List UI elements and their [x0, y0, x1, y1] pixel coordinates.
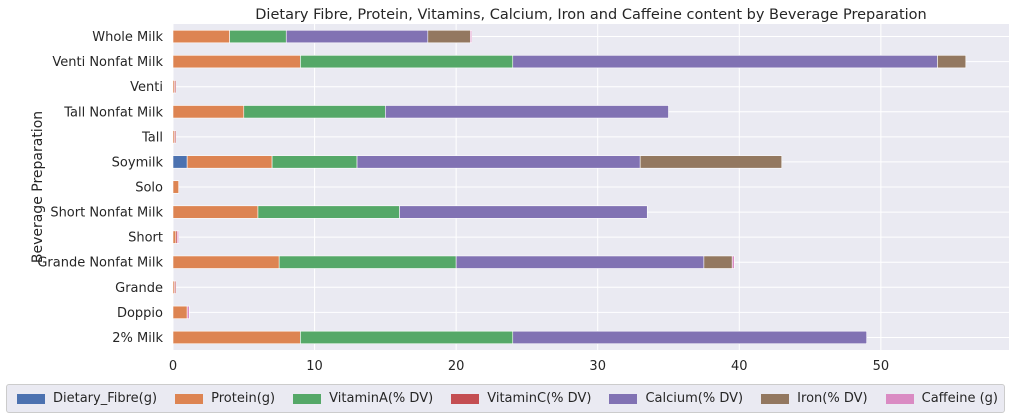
bar-segment [703, 255, 733, 269]
legend-item: Calcium(% DV) [609, 391, 743, 406]
bar-segment [639, 155, 783, 169]
legend-swatch [175, 393, 204, 404]
y-tick-labels: 2% Milk Doppio Grande Grande Nonfat Milk Sho… [37, 30, 163, 346]
y-tick-label: Short Nonfat Milk [50, 206, 163, 221]
bar-segment [229, 29, 287, 44]
legend-item: Protein(g) [175, 391, 275, 406]
legend-swatch [761, 393, 790, 404]
legend-swatch [451, 393, 480, 404]
y-tick-label: Doppio [117, 306, 163, 321]
legend-item: VitaminC(% DV) [451, 391, 591, 406]
x-tick-label: 30 [589, 359, 606, 374]
bar-segment [278, 255, 457, 269]
bar-segment [172, 205, 259, 219]
x-tick-label: 40 [731, 359, 748, 374]
y-tick-label: Soymilk [112, 155, 164, 170]
bar-segment [300, 55, 514, 69]
y-tick-label: Grande [115, 281, 163, 296]
y-tick-label: 2% Milk [112, 331, 163, 346]
bar-segment [172, 330, 301, 345]
x-tick-label: 50 [873, 359, 890, 374]
y-tick-label: Solo [135, 181, 163, 196]
bar-segment [731, 255, 735, 269]
bar-segment [300, 330, 514, 345]
bar-segment [512, 55, 938, 69]
legend-item: Caffeine (g) [885, 391, 998, 406]
bar-segment [172, 180, 179, 194]
bar-segment [469, 29, 473, 44]
legend-item: VitaminA(% DV) [293, 391, 433, 406]
legend-item: Iron(% DV) [761, 391, 868, 406]
bar-segment [172, 55, 301, 69]
x-tick-label: 20 [448, 359, 465, 374]
bar-segment [172, 255, 280, 269]
bar-segment [385, 105, 669, 119]
y-tick-label: Tall Nonfat Milk [63, 105, 163, 120]
x-tick-label: 0 [169, 359, 177, 374]
bar-segment [172, 29, 230, 44]
legend-label: Dietary_Fibre(g) [53, 391, 158, 406]
y-tick-label: Whole Milk [92, 30, 163, 45]
bar-segment [285, 29, 429, 44]
bars [172, 29, 967, 345]
bar-segment [174, 80, 177, 94]
bar-segment [937, 55, 967, 69]
legend-swatch [293, 393, 322, 404]
y-axis-label: Beverage Preparation [30, 111, 46, 263]
bar-segment [172, 155, 188, 169]
y-tick-label: Venti [130, 80, 163, 95]
legend: Dietary_Fibre(g) Protein(g) VitaminA(% DV)… [6, 384, 1005, 413]
legend-swatch [17, 393, 45, 404]
y-tick-label: Short [128, 231, 163, 246]
legend-label: Caffeine (g) [921, 391, 998, 406]
bar-segment [176, 230, 179, 244]
bar-segment [512, 330, 867, 345]
legend-swatch [609, 393, 638, 404]
bar-segment [174, 130, 177, 144]
bar-segment [399, 205, 648, 219]
chart-title: Dietary Fibre, Protein, Vitamins, Calciu… [255, 7, 926, 23]
legend-item: Dietary_Fibre(g) [17, 391, 157, 406]
chart: Dietary Fibre, Protein, Vitamins, Calciu… [30, 7, 1009, 374]
bar-segment [257, 205, 400, 219]
y-tick-label: Venti Nonfat Milk [52, 55, 163, 70]
bar-segment [243, 105, 386, 119]
legend-swatch [885, 393, 914, 404]
x-tick-label: 10 [306, 359, 323, 374]
bar-segment [271, 155, 358, 169]
bar-segment [174, 280, 177, 294]
y-tick-label: Tall [141, 130, 163, 145]
bar-segment [455, 255, 705, 269]
bar-segment [186, 155, 273, 169]
legend-label: VitaminA(% DV) [329, 391, 434, 406]
x-tick-labels: 0 10 20 30 40 50 [169, 359, 889, 374]
y-tick-label: Grande Nonfat Milk [37, 256, 163, 271]
legend-label: Protein(g) [211, 391, 276, 406]
bar-segment [356, 155, 641, 169]
bar-segment [172, 105, 245, 119]
bar-segment [172, 305, 188, 319]
bar-segment [172, 230, 177, 244]
legend-label: VitaminC(% DV) [487, 391, 592, 406]
legend-label: Iron(% DV) [797, 391, 868, 406]
bar-segment [427, 29, 471, 44]
legend-label: Calcium(% DV) [645, 391, 744, 406]
bar-segment [186, 305, 190, 319]
